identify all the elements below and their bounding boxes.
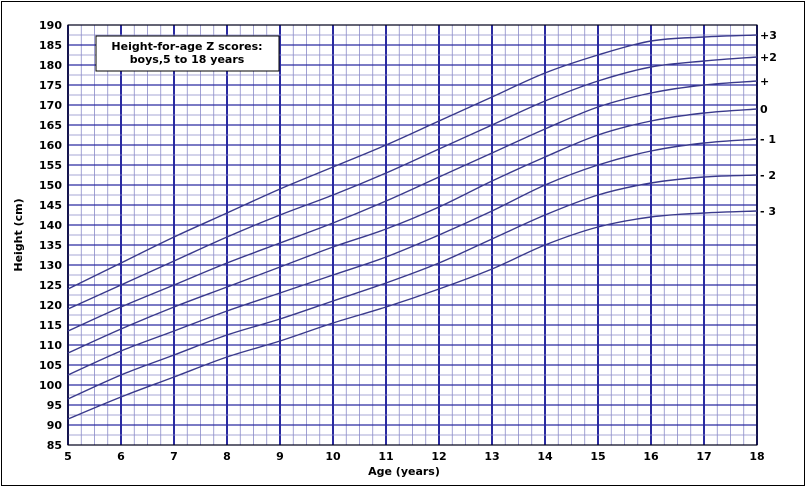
y-tick-label: 180 bbox=[39, 59, 62, 72]
z-score-curve-0 bbox=[67, 34, 758, 290]
x-tick-label: 7 bbox=[170, 450, 178, 463]
x-tick-label: 17 bbox=[696, 450, 711, 463]
grid bbox=[67, 24, 758, 446]
x-tick-label: 5 bbox=[64, 450, 72, 463]
y-tick-label: 105 bbox=[39, 359, 62, 372]
y-axis-title: Height (cm) bbox=[12, 198, 25, 271]
x-tick-labels: 5 6 7 8 9 10 11 12 13 14 15 16 17 18 bbox=[64, 450, 764, 463]
y-tick-label: 95 bbox=[47, 399, 62, 412]
curve-label-0: +3 bbox=[760, 29, 777, 42]
y-tick-label: 190 bbox=[39, 19, 62, 32]
y-tick-label: 170 bbox=[39, 99, 62, 112]
x-tick-label: 18 bbox=[749, 450, 764, 463]
chart-title-line-1: Height-for-age Z scores: bbox=[111, 40, 262, 53]
y-tick-label: 145 bbox=[39, 199, 62, 212]
curve-label-5: - 2 bbox=[760, 169, 776, 182]
curve-label-1: +2 bbox=[760, 51, 777, 64]
curve-label-3: 0 bbox=[760, 103, 768, 116]
y-tick-label: 140 bbox=[39, 219, 62, 232]
y-tick-label: 125 bbox=[39, 279, 62, 292]
x-tick-label: 12 bbox=[431, 450, 446, 463]
x-tick-label: 13 bbox=[484, 450, 499, 463]
z-score-curve-6 bbox=[67, 210, 758, 420]
y-tick-label: 155 bbox=[39, 159, 62, 172]
z-score-curve-4 bbox=[67, 138, 758, 376]
y-tick-label: 165 bbox=[39, 119, 62, 132]
y-tick-label: 115 bbox=[39, 319, 62, 332]
legend-box-frame bbox=[95, 35, 280, 72]
x-tick-label: 6 bbox=[117, 450, 125, 463]
x-tick-label: 15 bbox=[590, 450, 605, 463]
y-tick-label: 110 bbox=[39, 339, 62, 352]
z-score-curve-5 bbox=[67, 174, 758, 400]
y-tick-label: 185 bbox=[39, 39, 62, 52]
y-tick-label: 100 bbox=[39, 379, 62, 392]
y-tick-label: 160 bbox=[39, 139, 62, 152]
curve-label-2: + bbox=[760, 75, 769, 88]
z-score-curve-3 bbox=[67, 108, 758, 354]
legend-box: Height-for-age Z scores: boys,5 to 18 ye… bbox=[95, 35, 280, 72]
z-score-curve-2 bbox=[67, 80, 758, 332]
x-tick-label: 14 bbox=[537, 450, 553, 463]
z-score-curve-1 bbox=[67, 56, 758, 310]
y-tick-label: 150 bbox=[39, 179, 62, 192]
x-axis-title: Age (years) bbox=[368, 465, 440, 478]
y-tick-label: 135 bbox=[39, 239, 62, 252]
curve-label-6: - 3 bbox=[760, 205, 776, 218]
y-tick-label: 120 bbox=[39, 299, 62, 312]
x-tick-label: 10 bbox=[325, 450, 341, 463]
plot-border bbox=[67, 24, 758, 446]
x-tick-label: 9 bbox=[276, 450, 284, 463]
y-tick-label: 85 bbox=[47, 439, 62, 452]
chart-title-line-2: boys,5 to 18 years bbox=[130, 53, 245, 66]
y-tick-label: 175 bbox=[39, 79, 62, 92]
y-tick-labels: 85 90 95 100 105 110 115 120 125 130 135 140 145 150 1… bbox=[39, 19, 62, 452]
x-tick-label: 11 bbox=[378, 450, 393, 463]
curve-label-4: - 1 bbox=[760, 133, 776, 146]
x-tick-label: 16 bbox=[643, 450, 659, 463]
y-tick-label: 90 bbox=[47, 419, 63, 432]
curve-labels: +3 +2 +0 - 1 - 2 - 3 bbox=[760, 29, 777, 218]
x-tick-label: 8 bbox=[223, 450, 231, 463]
curves bbox=[67, 34, 758, 420]
y-tick-label: 130 bbox=[39, 259, 62, 272]
